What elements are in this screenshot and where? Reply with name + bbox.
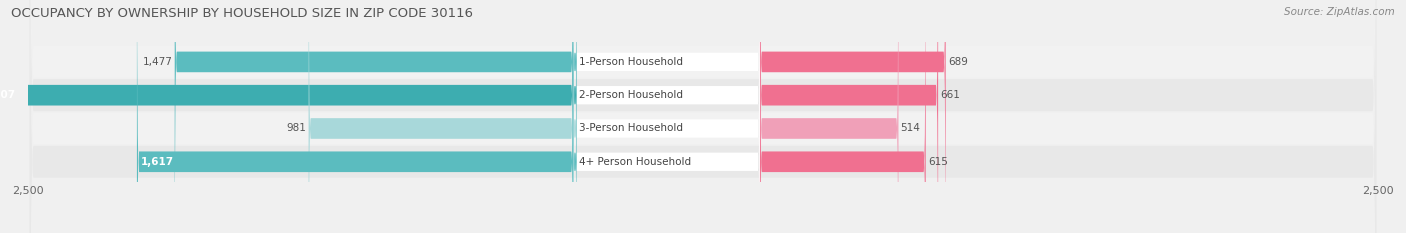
Text: 981: 981 bbox=[287, 123, 307, 134]
Text: 1-Person Household: 1-Person Household bbox=[579, 57, 683, 67]
Text: 514: 514 bbox=[901, 123, 921, 134]
FancyBboxPatch shape bbox=[574, 4, 576, 233]
Text: 3-Person Household: 3-Person Household bbox=[579, 123, 683, 134]
FancyBboxPatch shape bbox=[759, 0, 925, 233]
Text: 2-Person Household: 2-Person Household bbox=[579, 90, 683, 100]
Legend: Owner-occupied, Renter-occupied: Owner-occupied, Renter-occupied bbox=[596, 231, 810, 233]
FancyBboxPatch shape bbox=[574, 0, 576, 186]
Text: 2,207: 2,207 bbox=[0, 90, 15, 100]
Text: 1,477: 1,477 bbox=[142, 57, 173, 67]
FancyBboxPatch shape bbox=[308, 0, 574, 233]
FancyBboxPatch shape bbox=[759, 0, 946, 233]
FancyBboxPatch shape bbox=[574, 38, 576, 233]
FancyBboxPatch shape bbox=[30, 0, 1376, 233]
FancyBboxPatch shape bbox=[574, 0, 759, 233]
Text: 661: 661 bbox=[941, 90, 960, 100]
FancyBboxPatch shape bbox=[574, 0, 759, 233]
FancyBboxPatch shape bbox=[174, 0, 574, 233]
FancyBboxPatch shape bbox=[30, 0, 1376, 233]
FancyBboxPatch shape bbox=[574, 0, 759, 233]
FancyBboxPatch shape bbox=[30, 0, 1376, 233]
FancyBboxPatch shape bbox=[0, 0, 574, 233]
FancyBboxPatch shape bbox=[136, 0, 574, 233]
FancyBboxPatch shape bbox=[759, 0, 898, 233]
Text: 689: 689 bbox=[948, 57, 967, 67]
Text: Source: ZipAtlas.com: Source: ZipAtlas.com bbox=[1284, 7, 1395, 17]
FancyBboxPatch shape bbox=[574, 0, 759, 233]
Text: 615: 615 bbox=[928, 157, 948, 167]
FancyBboxPatch shape bbox=[30, 0, 1376, 233]
Text: 1,617: 1,617 bbox=[141, 157, 174, 167]
FancyBboxPatch shape bbox=[574, 0, 576, 219]
Text: 4+ Person Household: 4+ Person Household bbox=[579, 157, 690, 167]
FancyBboxPatch shape bbox=[759, 0, 938, 233]
Text: OCCUPANCY BY OWNERSHIP BY HOUSEHOLD SIZE IN ZIP CODE 30116: OCCUPANCY BY OWNERSHIP BY HOUSEHOLD SIZE… bbox=[11, 7, 474, 20]
